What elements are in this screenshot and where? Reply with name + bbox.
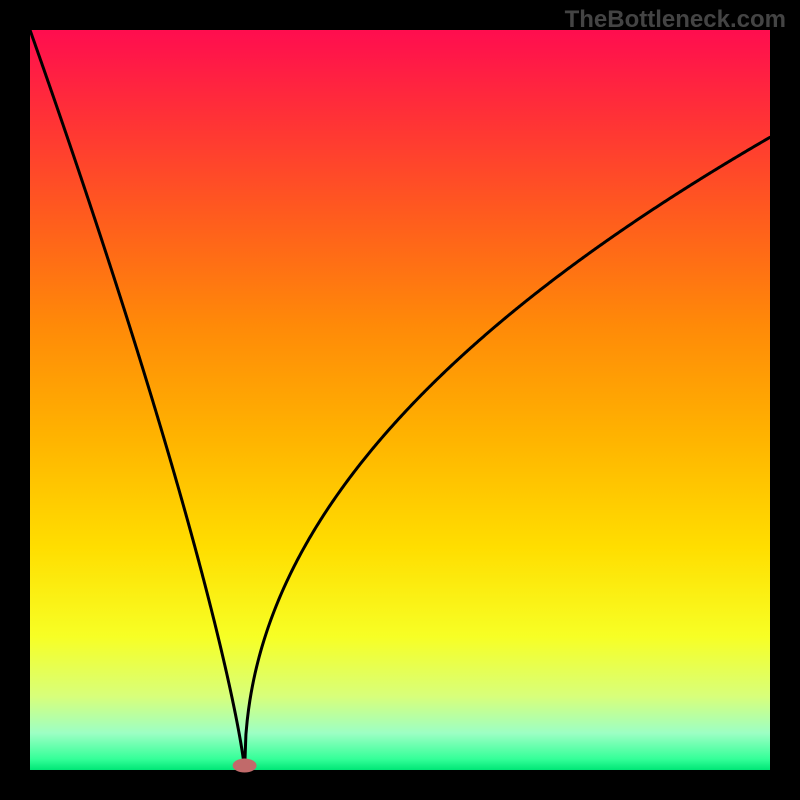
chart-stage: TheBottleneck.com — [0, 0, 800, 800]
watermark-text: TheBottleneck.com — [565, 6, 786, 34]
plot-area — [30, 30, 770, 770]
